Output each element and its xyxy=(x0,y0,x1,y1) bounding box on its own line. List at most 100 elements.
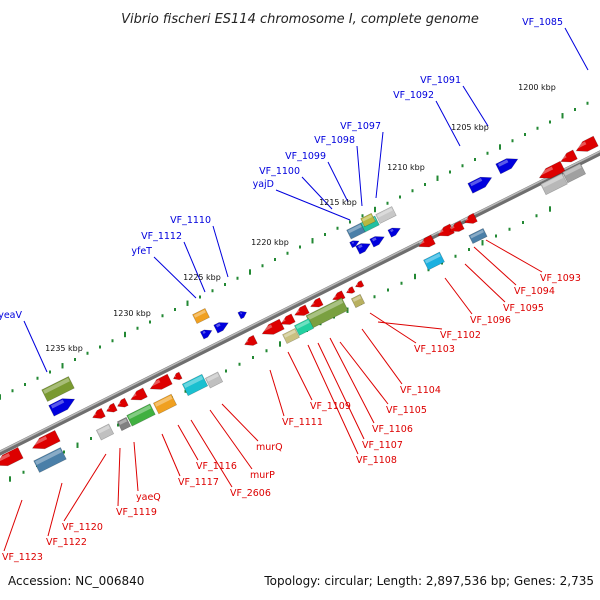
forward-gene-label: VF_1112 xyxy=(141,231,182,242)
forward-gene-arrow[interactable] xyxy=(467,173,494,194)
forward-gene-label: VF_1110 xyxy=(170,215,211,226)
reverse-gene-arrow[interactable] xyxy=(116,397,129,410)
gene-box[interactable] xyxy=(375,206,397,224)
reverse-gene-arrow[interactable] xyxy=(293,304,310,319)
gene-box[interactable] xyxy=(33,447,67,473)
forward-gene-label: yajD xyxy=(253,179,274,190)
forward-gene-arrow[interactable] xyxy=(355,240,373,255)
reverse-gene-label: VF_1104 xyxy=(400,385,441,396)
reverse-gene-label: yaeQ xyxy=(136,492,161,503)
reverse-gene-arrow[interactable] xyxy=(243,334,258,348)
gene-box[interactable] xyxy=(116,416,132,432)
reverse-gene-arrow[interactable] xyxy=(463,212,478,226)
reverse-gene-arrow[interactable] xyxy=(559,149,578,166)
reverse-gene-arrow[interactable] xyxy=(30,429,61,453)
forward-gene-arrow[interactable] xyxy=(199,327,213,340)
forward-gene-arrow[interactable] xyxy=(495,154,521,175)
forward-gene-label: yfeT xyxy=(131,246,152,257)
scale-kbp-label: 1200 kbp xyxy=(518,83,556,92)
reverse-gene-label: VF_1119 xyxy=(116,507,157,518)
gene-box[interactable] xyxy=(95,423,115,441)
scale-kbp-label: 1230 kbp xyxy=(113,309,151,318)
chromosome-backbone xyxy=(0,150,600,456)
accession-text: Accession: NC_006840 xyxy=(8,574,145,588)
scale-kbp-label: 1225 kbp xyxy=(183,273,221,282)
reverse-gene-label: VF_1123 xyxy=(2,552,43,563)
forward-gene-label: VF_1091 xyxy=(420,75,461,86)
forward-gene-label: VF_1092 xyxy=(393,90,434,101)
forward-gene-label: VF_1099 xyxy=(285,151,326,162)
scale-kbp-label: 1235 kbp xyxy=(45,344,83,353)
gene-box[interactable] xyxy=(293,318,315,336)
map-title: Vibrio fischeri ES114 chromosome I, comp… xyxy=(121,12,479,27)
reverse-gene-label: VF_1094 xyxy=(514,286,555,297)
scale-kbp-label: 1215 kbp xyxy=(319,198,357,207)
reverse-gene-label: VF_1103 xyxy=(414,344,455,355)
reverse-gene-label: VF_1105 xyxy=(386,405,427,416)
reverse-gene-label: murQ xyxy=(256,442,283,453)
gene-box[interactable] xyxy=(540,172,568,196)
reverse-gene-arrow[interactable] xyxy=(172,371,183,382)
reverse-gene-arrow[interactable] xyxy=(354,280,365,290)
reverse-gene-label: VF_1095 xyxy=(503,303,544,314)
reverse-gene-arrow[interactable] xyxy=(574,135,599,156)
reverse-gene-label: VF_2606 xyxy=(230,488,271,499)
gene-box[interactable] xyxy=(181,373,209,397)
reverse-gene-arrow[interactable] xyxy=(279,313,296,328)
gene-box[interactable] xyxy=(126,403,156,427)
gene-box[interactable] xyxy=(305,297,349,329)
forward-gene-arrow[interactable] xyxy=(237,309,248,320)
gene-box[interactable] xyxy=(41,376,75,402)
reverse-gene-arrow[interactable] xyxy=(129,387,148,404)
gene-box[interactable] xyxy=(468,227,488,245)
reverse-gene-label: VF_1109 xyxy=(310,401,351,412)
gene-box[interactable] xyxy=(561,162,587,184)
reverse-gene-label: VF_1107 xyxy=(362,440,403,451)
scale-kbp-label: 1205 kbp xyxy=(451,123,489,132)
gene-box[interactable] xyxy=(360,212,376,228)
reverse-gene-arrow[interactable] xyxy=(331,290,346,304)
gene-box[interactable] xyxy=(350,293,366,309)
gene-box[interactable] xyxy=(423,251,445,271)
gene-box[interactable] xyxy=(152,393,178,415)
reverse-gene-label: murP xyxy=(250,470,275,481)
reverse-gene-arrow[interactable] xyxy=(537,160,566,182)
forward-gene-label: VF_1100 xyxy=(259,166,300,177)
gene-box[interactable] xyxy=(204,371,224,389)
forward-gene-label: VF_1098 xyxy=(314,135,355,146)
gene-box[interactable] xyxy=(192,307,210,325)
reverse-gene-label: VF_1108 xyxy=(356,455,397,466)
forward-gene-arrow[interactable] xyxy=(213,319,231,334)
reverse-gene-arrow[interactable] xyxy=(436,223,455,240)
gene-box[interactable] xyxy=(282,327,300,345)
reverse-gene-arrow[interactable] xyxy=(260,318,285,339)
reverse-gene-label: VF_1106 xyxy=(372,424,413,435)
reverse-gene-label: VF_1117 xyxy=(178,477,219,488)
scale-kbp-label: 1220 kbp xyxy=(251,238,289,247)
reverse-gene-label: VF_1116 xyxy=(196,461,237,472)
reverse-gene-arrow[interactable] xyxy=(417,234,436,251)
forward-gene-arrow[interactable] xyxy=(349,238,361,249)
reverse-gene-arrow[interactable] xyxy=(105,402,118,415)
reverse-gene-arrow[interactable] xyxy=(345,286,356,296)
forward-gene-label: yeaV xyxy=(0,310,22,321)
forward-gene-arrow[interactable] xyxy=(369,233,387,248)
forward-gene-label: VF_1097 xyxy=(340,121,381,132)
forward-gene-arrow[interactable] xyxy=(387,225,402,238)
reverse-gene-label: VF_1111 xyxy=(282,417,323,428)
scale-kbp-label: 1210 kbp xyxy=(387,163,425,172)
reverse-gene-label: VF_1102 xyxy=(440,330,481,341)
reverse-gene-label: VF_1093 xyxy=(540,273,581,284)
forward-gene-arrow[interactable] xyxy=(48,394,78,417)
reverse-gene-arrow[interactable] xyxy=(448,220,465,235)
reverse-gene-arrow[interactable] xyxy=(148,373,173,394)
genome-summary-text: Topology: circular; Length: 2,897,536 bp… xyxy=(264,574,594,588)
forward-gene-label: VF_1085 xyxy=(522,17,563,28)
reverse-gene-arrow[interactable] xyxy=(91,407,106,421)
reverse-gene-arrow[interactable] xyxy=(309,297,324,311)
reverse-gene-label: VF_1120 xyxy=(62,522,103,533)
reverse-gene-label: VF_1096 xyxy=(470,315,511,326)
reverse-gene-arrow[interactable] xyxy=(0,446,24,470)
reverse-gene-label: VF_1122 xyxy=(46,537,87,548)
